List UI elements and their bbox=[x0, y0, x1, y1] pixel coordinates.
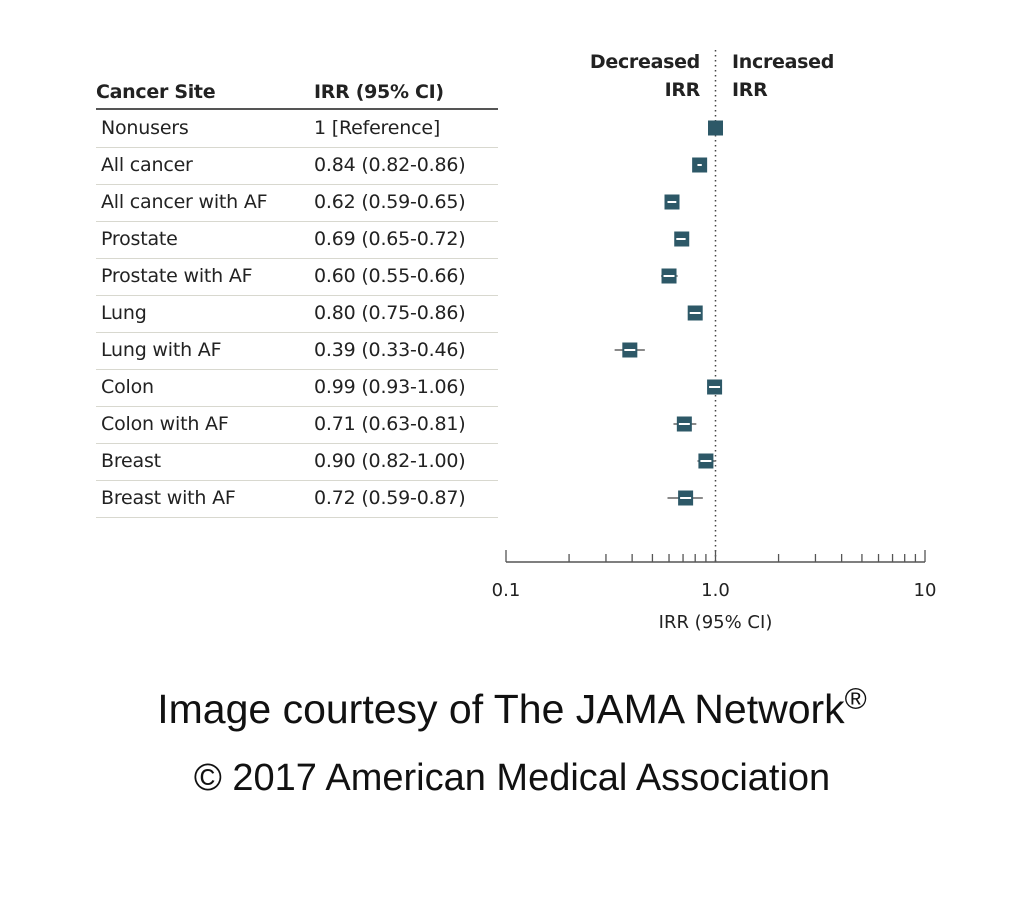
cancer-site-cell: Colon bbox=[101, 376, 154, 398]
irr-cell: 0.39 (0.33-0.46) bbox=[314, 339, 466, 361]
table-row: Colon with AF 0.71 (0.63-0.81) bbox=[96, 406, 498, 444]
cancer-site-cell: All cancer bbox=[101, 154, 193, 176]
irr-cell: 0.84 (0.82-0.86) bbox=[314, 154, 466, 176]
x-tick-label: 1.0 bbox=[701, 580, 730, 601]
x-tick-label: 0.1 bbox=[492, 580, 521, 601]
cancer-site-cell: Colon with AF bbox=[101, 413, 229, 435]
cancer-site-cell: Breast bbox=[101, 450, 161, 472]
increased-label-line2: IRR bbox=[732, 79, 768, 101]
irr-cell: 0.71 (0.63-0.81) bbox=[314, 413, 466, 435]
irr-cell: 0.69 (0.65-0.72) bbox=[314, 228, 466, 250]
table-row: Prostate 0.69 (0.65-0.72) bbox=[96, 221, 498, 259]
cancer-site-cell: All cancer with AF bbox=[101, 191, 268, 213]
estimate-marker bbox=[708, 120, 723, 136]
x-tick-label: 10 bbox=[914, 580, 937, 601]
decreased-label-line1: Decreased bbox=[589, 51, 700, 73]
table-row: Prostate with AF 0.60 (0.55-0.66) bbox=[96, 258, 498, 296]
increased-label-line1: Increased bbox=[732, 51, 835, 73]
table-row: Lung 0.80 (0.75-0.86) bbox=[96, 295, 498, 333]
table-row: All cancer 0.84 (0.82-0.86) bbox=[96, 147, 498, 185]
header-cancer-site: Cancer Site bbox=[96, 81, 216, 103]
cancer-site-cell: Prostate with AF bbox=[101, 265, 253, 287]
cancer-site-cell: Breast with AF bbox=[101, 487, 236, 509]
decreased-label-line2: IRR bbox=[664, 79, 701, 101]
irr-cell: 0.62 (0.59-0.65) bbox=[314, 191, 466, 213]
increased-irr-label: Increased IRR bbox=[732, 48, 834, 104]
credit-text-1: Image courtesy of The JAMA Network bbox=[157, 686, 845, 732]
credit-line-2: © 2017 American Medical Association bbox=[193, 757, 831, 799]
cancer-site-cell: Nonusers bbox=[101, 117, 189, 139]
registered-mark: ® bbox=[844, 683, 867, 716]
header-divider bbox=[96, 108, 498, 110]
header-irr: IRR (95% CI) bbox=[314, 81, 444, 103]
x-axis-title: IRR (95% CI) bbox=[659, 612, 773, 633]
decreased-irr-label: Decreased IRR bbox=[590, 48, 700, 104]
irr-cell: 0.72 (0.59-0.87) bbox=[314, 487, 466, 509]
cancer-site-cell: Prostate bbox=[101, 228, 178, 250]
table-row: Breast with AF 0.72 (0.59-0.87) bbox=[96, 480, 498, 518]
cancer-site-cell: Lung bbox=[101, 302, 147, 324]
irr-cell: 0.80 (0.75-0.86) bbox=[314, 302, 466, 324]
table-row: Breast 0.90 (0.82-1.00) bbox=[96, 443, 498, 481]
irr-cell: 1 [Reference] bbox=[314, 117, 441, 139]
credit-line-1: Image courtesy of The JAMA Network® bbox=[0, 683, 1024, 733]
table-row: Lung with AF 0.39 (0.33-0.46) bbox=[96, 332, 498, 370]
irr-cell: 0.60 (0.55-0.66) bbox=[314, 265, 466, 287]
irr-cell: 0.99 (0.93-1.06) bbox=[314, 376, 466, 398]
cancer-site-cell: Lung with AF bbox=[101, 339, 222, 361]
table-row: Colon 0.99 (0.93-1.06) bbox=[96, 369, 498, 407]
table-row: Nonusers 1 [Reference] bbox=[96, 110, 498, 148]
table-row: All cancer with AF 0.62 (0.59-0.65) bbox=[96, 184, 498, 222]
irr-cell: 0.90 (0.82-1.00) bbox=[314, 450, 466, 472]
